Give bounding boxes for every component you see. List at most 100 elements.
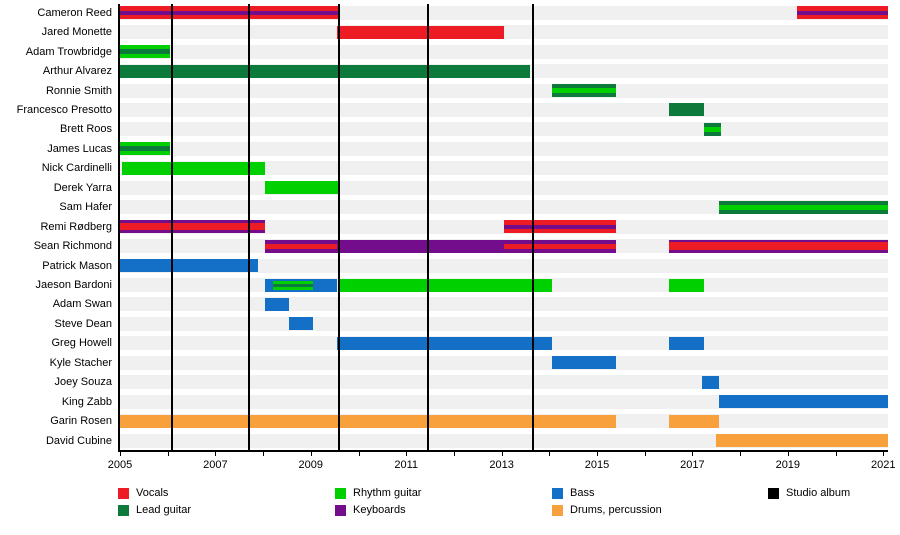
- legend-swatch-bass: [552, 488, 563, 499]
- timeline-bar: [122, 161, 266, 175]
- member-name: King Zabb: [61, 395, 112, 408]
- legend-item-album: Studio album: [768, 487, 850, 500]
- timeline-bar: [551, 356, 617, 370]
- member-name: Sam Hafer: [59, 201, 112, 214]
- member-name: Arthur Alvarez: [42, 65, 112, 78]
- legend-swatch-rhythm: [335, 488, 346, 499]
- member-name: Francesco Presotto: [16, 103, 112, 116]
- axis-tick: [549, 452, 551, 456]
- member-track: [120, 297, 888, 312]
- member-name: Remi Rødberg: [40, 220, 112, 233]
- role-stripe: [120, 146, 171, 152]
- timeline-bar: [504, 220, 617, 234]
- timeline-bar: [120, 414, 617, 428]
- legend-item-drums: Drums, percussion: [552, 504, 662, 517]
- axis-year-label: 2015: [584, 459, 610, 471]
- legend-swatch-vocals: [118, 488, 129, 499]
- member-track: [120, 355, 888, 370]
- timeline-bar: [313, 278, 338, 292]
- role-stripe: [120, 10, 340, 15]
- timeline-bar: [668, 414, 719, 428]
- x-axis: 2005 2007 2009 2011 2013 2015 2017 2019 2021: [108, 452, 895, 480]
- timeline-bar: [701, 375, 719, 389]
- member-name: Sean Richmond: [33, 240, 112, 253]
- member-track: [120, 25, 888, 40]
- role-stripe: [704, 126, 722, 132]
- member-name: Patrick Mason: [42, 259, 112, 272]
- studio-album-line: [247, 4, 250, 450]
- member-track: [120, 44, 888, 59]
- axis-tick: [501, 452, 503, 456]
- axis-tick: [263, 452, 265, 456]
- axis-tick: [692, 452, 694, 456]
- timeline-bar: [716, 434, 888, 448]
- member-name: Adam Trowbridge: [25, 45, 112, 58]
- member-name: Derek Yarra: [53, 181, 112, 194]
- member-name: Steve Dean: [54, 317, 112, 330]
- axis-year-label: 2013: [489, 459, 514, 471]
- legend-item-keys: Keyboards: [335, 504, 406, 517]
- legend-item-lead: Lead guitar: [118, 504, 191, 517]
- member-track: [120, 316, 888, 331]
- role-stripe: [504, 224, 617, 229]
- legend-swatch-lead: [118, 505, 129, 516]
- axis-tick: [167, 452, 169, 456]
- axis-tick: [453, 452, 455, 456]
- axis-year-label: 2021: [870, 459, 896, 471]
- timeline-bar: [289, 317, 314, 331]
- axis-tick: [215, 452, 217, 456]
- studio-album-line: [426, 4, 429, 450]
- timeline-bar: [668, 239, 888, 253]
- axis-tick: [597, 452, 599, 456]
- legend-swatch-keys: [335, 505, 346, 516]
- legend-label: Vocals: [136, 487, 169, 499]
- axis-tick: [310, 452, 312, 456]
- timeline-bar: [120, 220, 266, 234]
- axis-tick: [835, 452, 837, 456]
- timeline-bar: [337, 25, 504, 39]
- axis-tick: [358, 452, 360, 456]
- legend-label: Drums, percussion: [570, 504, 662, 516]
- member-name: Kyle Stacher: [49, 356, 112, 369]
- axis-year-label: 2019: [775, 459, 801, 471]
- timeline-bar: [668, 278, 705, 292]
- legend-item-rhythm: Rhythm guitar: [335, 487, 421, 500]
- legend-label: Rhythm guitar: [353, 487, 422, 499]
- role-stripe: [551, 88, 617, 93]
- timeline-bar: [120, 64, 531, 78]
- member-track: [120, 161, 888, 176]
- member-name: Adam Swan: [52, 298, 112, 311]
- member-name: Brett Roos: [60, 123, 112, 136]
- member-name: Jaeson Bardoni: [35, 279, 112, 291]
- member-name: David Cubine: [45, 434, 112, 447]
- timeline-bar: [551, 84, 617, 97]
- member-name: Ronnie Smith: [45, 84, 112, 97]
- member-track: [120, 180, 888, 195]
- studio-album-line: [531, 4, 534, 450]
- member-track: [120, 433, 888, 448]
- timeline-bar: [668, 103, 705, 117]
- legend-swatch-album: [768, 488, 779, 499]
- axis-tick: [120, 452, 121, 456]
- studio-album-line: [338, 4, 341, 450]
- axis-tick: [406, 452, 408, 456]
- timeline-bar: [272, 278, 314, 292]
- axis-tick: [740, 452, 742, 456]
- timeline-bar: [120, 142, 171, 156]
- member-track: [120, 200, 888, 215]
- legend: Vocals Lead guitar Rhythm guitar Keyboards B…: [0, 487, 900, 527]
- member-name: Cameron Reed: [37, 6, 112, 19]
- legend-label: Bass: [570, 487, 595, 499]
- timeline-bar: [504, 239, 617, 253]
- member-track: [120, 394, 888, 409]
- member-track: [120, 141, 888, 156]
- legend-label: Keyboards: [353, 504, 406, 516]
- role-stripe: [120, 223, 266, 231]
- timeline-bar: [337, 239, 504, 253]
- legend-label: Lead guitar: [136, 504, 192, 516]
- role-stripe: [272, 280, 314, 290]
- member-name: Garin Rosen: [50, 415, 112, 428]
- role-stripe: [272, 283, 314, 287]
- member-name: Greg Howell: [51, 337, 112, 350]
